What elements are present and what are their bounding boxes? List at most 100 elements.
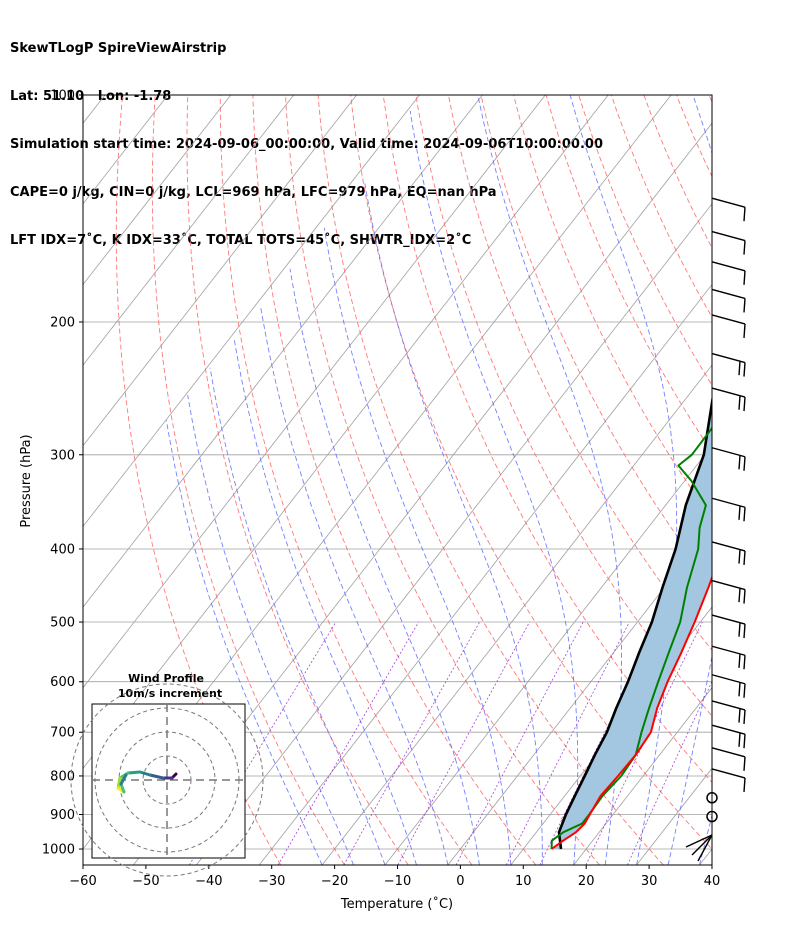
x-tick-label: −20 [321, 874, 348, 889]
wind-barb-feather [738, 622, 741, 637]
x-tick-label: −60 [69, 874, 96, 889]
moist-adiabat-line [409, 110, 579, 865]
hodograph-segment [126, 770, 142, 775]
mixing-ratio-line [455, 621, 584, 865]
wind-barb-feather [743, 734, 746, 749]
wind-barb [711, 261, 746, 285]
y-axis-label: Pressure (hPa) [19, 434, 34, 527]
wind-barb-staff [711, 541, 746, 552]
dry-adiabat-line [480, 95, 712, 586]
hodograph-segment [138, 770, 152, 777]
wind-barb [711, 447, 746, 471]
y-tick-label: 500 [50, 616, 75, 631]
wind-barb-feather [743, 589, 746, 604]
chart-title-block: SkewTLogP SpireViewAirstrip Lat: 51.10 L… [10, 9, 603, 265]
wind-barb [711, 747, 746, 771]
moist-adiabat-line [323, 227, 512, 865]
wind-barb-feather [738, 455, 741, 470]
title-line-indices: LFT IDX=7˚C, K IDX=33˚C, TOTAL TOTS=45˚C… [10, 233, 472, 248]
wind-barb [711, 674, 746, 698]
wind-barb-feather [738, 653, 741, 668]
dry-adiabat-line [447, 95, 712, 651]
wind-barb-feather [743, 655, 746, 670]
dry-adiabat-line [774, 95, 794, 865]
dry-adiabat-line [186, 95, 409, 865]
dry-adiabat-line [151, 95, 345, 865]
wind-barb-feather [743, 550, 746, 566]
dry-adiabat-line [219, 95, 473, 865]
y-tick-label: 200 [50, 315, 75, 330]
wind-barb-feather [743, 709, 746, 725]
wind-barb-calm [706, 810, 718, 823]
y-tick-label: 600 [50, 675, 75, 690]
wind-barb-feather [743, 507, 746, 522]
wind-barb-staff [711, 387, 746, 398]
wind-barb [711, 230, 746, 255]
wind-barb-staff [711, 197, 746, 208]
isotherm-line [258, 283, 712, 865]
wind-barb-feather [738, 395, 741, 410]
wind-barb-feather [743, 298, 746, 313]
y-tick-label: 100 [50, 89, 75, 104]
wind-barb [711, 197, 746, 222]
wind-barb-staff [711, 579, 746, 591]
isotherm-line [83, 95, 420, 528]
mixing-ratio-line [343, 621, 480, 865]
dry-adiabat-line [285, 95, 600, 865]
wind-barb [706, 792, 718, 804]
moist-adiabat-line [259, 305, 449, 865]
wind-barb-staff [711, 674, 746, 685]
mixing-ratio-line [627, 680, 712, 865]
wind-barb-feather [738, 682, 741, 697]
wind-barb-feather [738, 708, 741, 723]
wind-barb-staff [711, 747, 746, 758]
hodograph-segment [116, 776, 122, 790]
wind-barb [711, 387, 746, 412]
title-line-times: Simulation start time: 2024-09-06_00:00:… [10, 137, 603, 152]
wind-barb-feather [738, 505, 741, 520]
dewpoint-profile-line [550, 426, 712, 850]
dry-adiabat-line [708, 95, 712, 104]
dry-adiabat-line [350, 95, 712, 850]
wind-barb [711, 700, 746, 725]
wind-barb-feather [743, 456, 746, 471]
x-tick-label: −50 [132, 874, 159, 889]
moist-adiabat-line [289, 268, 480, 865]
isotherm-line [83, 95, 232, 286]
dry-adiabat-line [382, 95, 712, 784]
wind-barb-feather [743, 683, 746, 698]
mixing-ratio-line [397, 621, 530, 865]
wind-barb-staff [711, 645, 746, 656]
dry-adiabat-line [115, 95, 282, 865]
isotherm-line [83, 95, 106, 124]
wind-barb [711, 614, 746, 639]
wind-barb [711, 314, 746, 339]
wind-barb-feather [743, 623, 746, 639]
wind-barb-feather [743, 323, 746, 339]
hodograph-segment [148, 773, 165, 780]
wind-barb [706, 810, 718, 823]
wind-barb-feather [743, 777, 746, 793]
moist-adiabat-line [477, 95, 622, 865]
wind-barb [711, 645, 746, 670]
title-line-station: SkewTLogP SpireViewAirstrip [10, 41, 227, 56]
moist-adiabat-line [233, 337, 417, 865]
axis-layer: −60 −50 −40 −30 −20 −10 0 10 20 30 40 1000 900 800 700… [42, 89, 720, 890]
moist-adiabat-line [363, 180, 543, 865]
grid-layer [83, 95, 794, 865]
dry-adiabat-line [252, 95, 537, 865]
wind-barb-feather [738, 588, 741, 603]
wind-barb [711, 352, 746, 377]
isotherm-line [83, 95, 295, 366]
surface-barb [685, 834, 713, 848]
x-tick-label: −40 [195, 874, 222, 889]
wind-barb-feather [743, 756, 746, 771]
wind-barb-feather [743, 240, 746, 255]
y-tick-label: 400 [50, 542, 75, 557]
inset-title: Wind Profile [128, 672, 204, 685]
dry-adiabat-line [513, 95, 712, 520]
wind-barb-staff [711, 497, 746, 508]
isotherm-line [384, 445, 712, 865]
wind-barb-staff [711, 352, 746, 364]
